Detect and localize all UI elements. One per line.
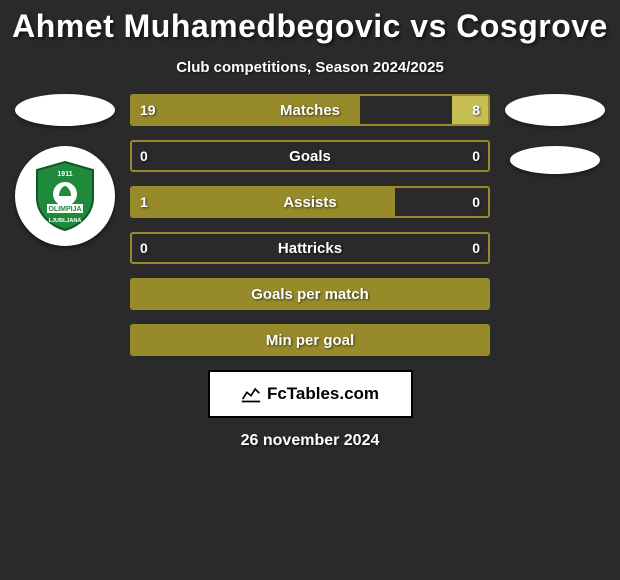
player-placeholder-right-2 — [510, 146, 600, 174]
stat-value-right: 0 — [472, 194, 480, 210]
stat-value-right: 0 — [472, 240, 480, 256]
stat-row: Goals per match — [130, 278, 490, 310]
stat-label: Min per goal — [132, 332, 488, 349]
shield-icon: 1911 OLIMPIJA LJUBLJANA — [33, 160, 97, 232]
svg-text:LJUBLJANA: LJUBLJANA — [49, 218, 82, 224]
stat-bars: Matches198Goals00Assists10Hattricks00Goa… — [130, 94, 490, 356]
stat-value-right: 0 — [472, 148, 480, 164]
stat-value-left: 0 — [140, 148, 148, 164]
stat-label: Assists — [132, 194, 488, 211]
stat-row: Hattricks0 0 — [130, 232, 490, 264]
attribution-text: FcTables.com — [267, 384, 379, 404]
stat-value-left: 19 — [140, 102, 156, 118]
stat-row: Goals0 0 — [130, 140, 490, 172]
right-column — [500, 94, 610, 174]
subtitle: Club competitions, Season 2024/2025 — [0, 59, 620, 76]
main-row: 1911 OLIMPIJA LJUBLJANA Matches198Goals0… — [0, 94, 620, 356]
svg-text:OLIMPIJA: OLIMPIJA — [48, 206, 81, 213]
page-title: Ahmet Muhamedbegovic vs Cosgrove — [0, 8, 620, 45]
stat-value-right: 8 — [472, 102, 480, 118]
attribution-badge: FcTables.com — [208, 370, 413, 418]
chart-icon — [241, 385, 261, 403]
datestamp: 26 november 2024 — [0, 432, 620, 450]
stat-row: Min per goal — [130, 324, 490, 356]
stat-row: Matches19 8 — [130, 94, 490, 126]
club-badge-left: 1911 OLIMPIJA LJUBLJANA — [15, 146, 115, 246]
stat-label: Matches — [132, 102, 488, 119]
stat-label: Goals per match — [132, 286, 488, 303]
svg-text:1911: 1911 — [57, 171, 72, 178]
player-placeholder-left — [15, 94, 115, 126]
left-column: 1911 OLIMPIJA LJUBLJANA — [10, 94, 120, 246]
stat-value-left: 1 — [140, 194, 148, 210]
stat-row: Assists1 0 — [130, 186, 490, 218]
stat-label: Hattricks — [132, 240, 488, 257]
comparison-widget: Ahmet Muhamedbegovic vs Cosgrove Club co… — [0, 0, 620, 450]
player-placeholder-right-1 — [505, 94, 605, 126]
stat-label: Goals — [132, 148, 488, 165]
stat-value-left: 0 — [140, 240, 148, 256]
